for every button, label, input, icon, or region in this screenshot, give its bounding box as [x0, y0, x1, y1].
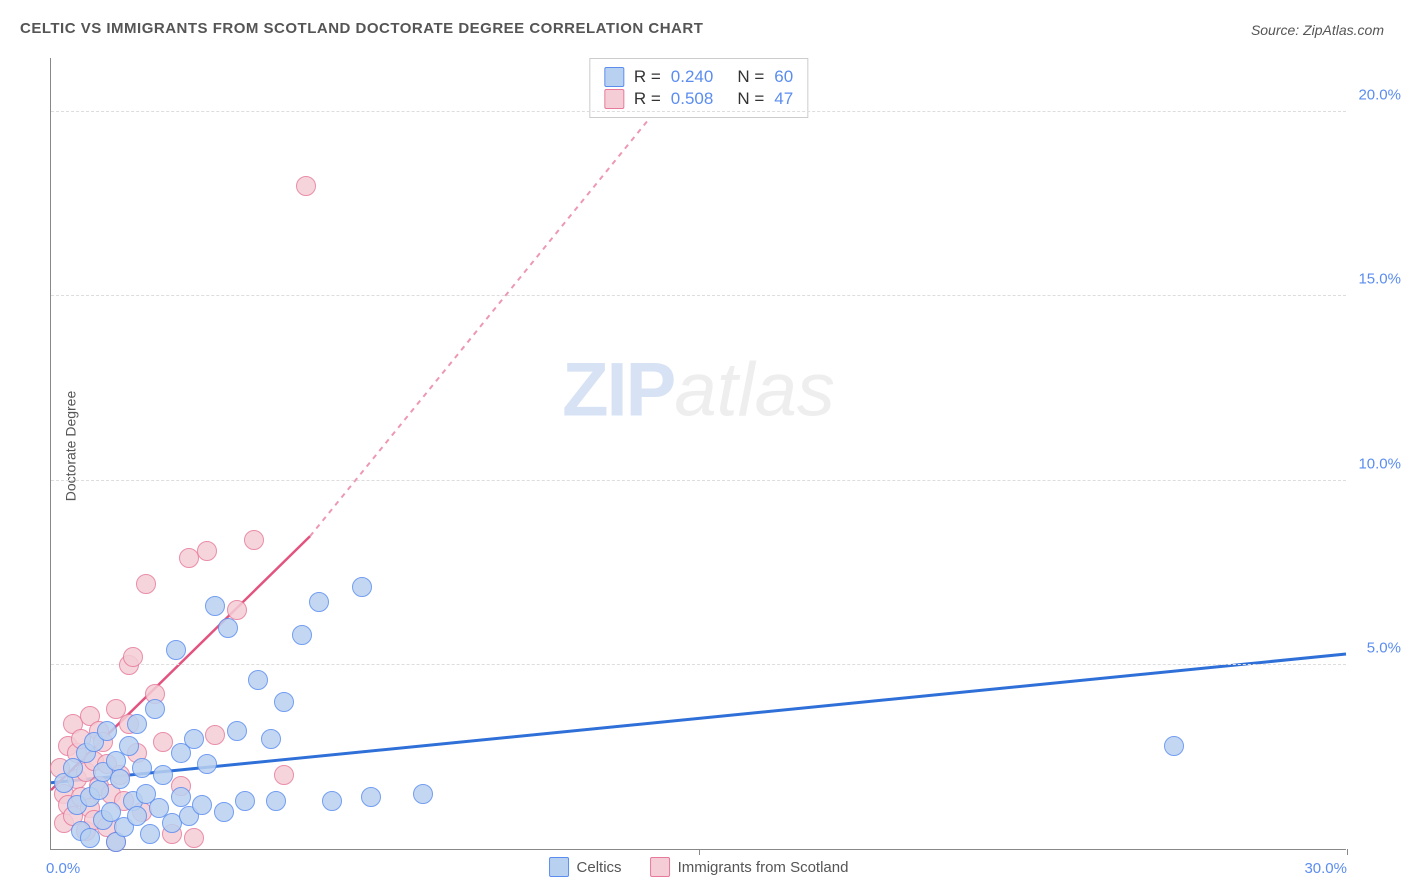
scatter-point: [184, 729, 204, 749]
scatter-point: [197, 754, 217, 774]
stat-row: R = 0.508 N = 47: [604, 89, 793, 109]
scatter-point: [1164, 736, 1184, 756]
scatter-point: [227, 721, 247, 741]
scatter-point: [322, 791, 342, 811]
legend-swatch: [604, 89, 624, 109]
scatter-point: [244, 530, 264, 550]
scatter-point: [140, 824, 160, 844]
legend-label: Immigrants from Scotland: [678, 859, 849, 876]
chart-title: CELTIC VS IMMIGRANTS FROM SCOTLAND DOCTO…: [20, 20, 703, 37]
scatter-point: [218, 618, 238, 638]
r-label: R =: [634, 89, 661, 109]
x-tick-label: 0.0%: [46, 860, 80, 877]
scatter-point: [119, 736, 139, 756]
scatter-point: [110, 769, 130, 789]
scatter-point: [145, 699, 165, 719]
scatter-point: [184, 828, 204, 848]
n-value: 47: [774, 89, 793, 109]
y-tick-label: 15.0%: [1358, 271, 1401, 288]
r-label: R =: [634, 67, 661, 87]
legend: Celtics Immigrants from Scotland: [549, 857, 849, 877]
x-tick-mark: [699, 849, 700, 855]
scatter-point: [97, 721, 117, 741]
scatter-point: [89, 780, 109, 800]
scatter-point: [309, 592, 329, 612]
gridline: [51, 111, 1346, 112]
gridline: [51, 480, 1346, 481]
scatter-point: [292, 625, 312, 645]
scatter-point: [136, 574, 156, 594]
scatter-point: [153, 765, 173, 785]
legend-swatch: [549, 857, 569, 877]
scatter-point: [132, 758, 152, 778]
stat-row: R = 0.240 N = 60: [604, 67, 793, 87]
source-attribution: Source: ZipAtlas.com: [1251, 22, 1384, 38]
y-tick-label: 10.0%: [1358, 455, 1401, 472]
scatter-point: [274, 692, 294, 712]
n-label: N =: [737, 89, 764, 109]
scatter-point: [248, 670, 268, 690]
scatter-point: [413, 784, 433, 804]
scatter-point: [123, 647, 143, 667]
r-value: 0.240: [671, 67, 714, 87]
legend-swatch: [650, 857, 670, 877]
plot-area: ZIPatlas R =0.240N =60R =0.508N =47 Celt…: [50, 58, 1346, 850]
legend-item: Celtics: [549, 857, 622, 877]
scatter-point: [197, 541, 217, 561]
scatter-point: [214, 802, 234, 822]
scatter-point: [296, 176, 316, 196]
scatter-point: [274, 765, 294, 785]
legend-label: Celtics: [577, 859, 622, 876]
gridline: [51, 664, 1346, 665]
n-label: N =: [737, 67, 764, 87]
scatter-point: [171, 787, 191, 807]
x-tick-label: 30.0%: [1304, 860, 1347, 877]
scatter-point: [361, 787, 381, 807]
r-value: 0.508: [671, 89, 714, 109]
scatter-point: [166, 640, 186, 660]
legend-item: Immigrants from Scotland: [650, 857, 849, 877]
scatter-point: [80, 828, 100, 848]
correlation-stat-box: R = 0.240 N = 60 R = 0.508 N = 47: [589, 58, 808, 118]
scatter-point: [261, 729, 281, 749]
legend-swatch: [604, 67, 624, 87]
n-value: 60: [774, 67, 793, 87]
scatter-point: [227, 600, 247, 620]
scatter-point: [235, 791, 255, 811]
gridline: [51, 295, 1346, 296]
scatter-point: [352, 577, 372, 597]
scatter-point: [192, 795, 212, 815]
scatter-point: [205, 596, 225, 616]
scatter-point: [127, 806, 147, 826]
y-tick-label: 20.0%: [1358, 87, 1401, 104]
scatter-point: [127, 714, 147, 734]
x-tick-mark: [1347, 849, 1348, 855]
scatter-point: [205, 725, 225, 745]
scatter-point: [266, 791, 286, 811]
y-tick-label: 5.0%: [1367, 639, 1401, 656]
